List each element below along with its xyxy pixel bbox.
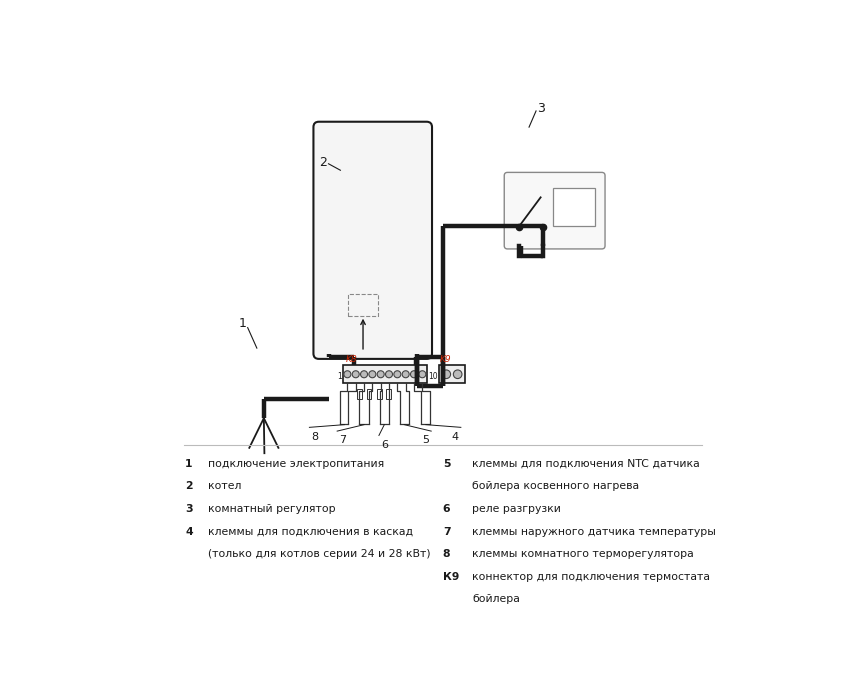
Bar	[439, 365, 465, 383]
Text: 1: 1	[337, 372, 341, 382]
Circle shape	[344, 371, 351, 378]
Text: K9: K9	[440, 355, 452, 364]
Text: комнатный регулятор: комнатный регулятор	[208, 504, 336, 514]
Text: бойлера косвенного нагрева: бойлера косвенного нагрева	[473, 481, 639, 491]
Bar	[366, 389, 372, 399]
Circle shape	[410, 371, 417, 378]
Text: котел: котел	[208, 481, 242, 491]
Text: коннектор для подключения термостата: коннектор для подключения термостата	[473, 572, 710, 582]
Text: клеммы для подключения NTC датчика: клеммы для подключения NTC датчика	[473, 458, 700, 468]
Text: 7: 7	[339, 435, 346, 445]
Circle shape	[454, 370, 462, 379]
Text: (только для котлов серии 24 и 28 кВт): (только для котлов серии 24 и 28 кВт)	[208, 550, 431, 559]
FancyBboxPatch shape	[314, 122, 432, 359]
Text: клеммы для подключения в каскад: клеммы для подключения в каскад	[208, 526, 414, 536]
Text: К9: К9	[443, 572, 459, 582]
FancyBboxPatch shape	[505, 172, 605, 249]
Circle shape	[369, 371, 376, 378]
Text: K8: K8	[346, 355, 358, 364]
Text: 2: 2	[319, 155, 327, 169]
Text: реле разгрузки: реле разгрузки	[473, 504, 562, 514]
Text: 5: 5	[422, 435, 429, 445]
Text: 4: 4	[452, 432, 459, 442]
Text: 3: 3	[185, 504, 193, 514]
Circle shape	[385, 371, 392, 378]
Text: 6: 6	[443, 504, 450, 514]
Text: 6: 6	[381, 440, 388, 449]
Circle shape	[360, 371, 367, 378]
Bar	[378, 389, 382, 399]
Circle shape	[378, 371, 384, 378]
Text: подключение электропитания: подключение электропитания	[208, 458, 384, 468]
Text: 3: 3	[537, 102, 545, 115]
Text: 1: 1	[238, 317, 246, 330]
Bar	[343, 365, 427, 383]
Circle shape	[353, 371, 359, 378]
Bar	[553, 188, 595, 226]
Text: 7: 7	[443, 526, 450, 536]
Text: клеммы комнатного терморегулятора: клеммы комнатного терморегулятора	[473, 550, 694, 559]
Text: 8: 8	[311, 432, 318, 442]
Text: бойлера: бойлера	[473, 594, 520, 604]
Text: 5: 5	[443, 458, 450, 468]
Circle shape	[419, 371, 426, 378]
Text: 8: 8	[443, 550, 450, 559]
Bar	[357, 389, 362, 399]
Text: 2: 2	[185, 481, 193, 491]
Circle shape	[442, 370, 451, 379]
Circle shape	[402, 371, 410, 378]
Circle shape	[394, 371, 401, 378]
Text: 1: 1	[185, 458, 193, 468]
Bar	[386, 389, 391, 399]
Text: клеммы наружного датчика температуры: клеммы наружного датчика температуры	[473, 526, 716, 536]
Text: 4: 4	[185, 526, 193, 536]
Bar	[348, 294, 378, 316]
Text: 10: 10	[428, 372, 437, 382]
